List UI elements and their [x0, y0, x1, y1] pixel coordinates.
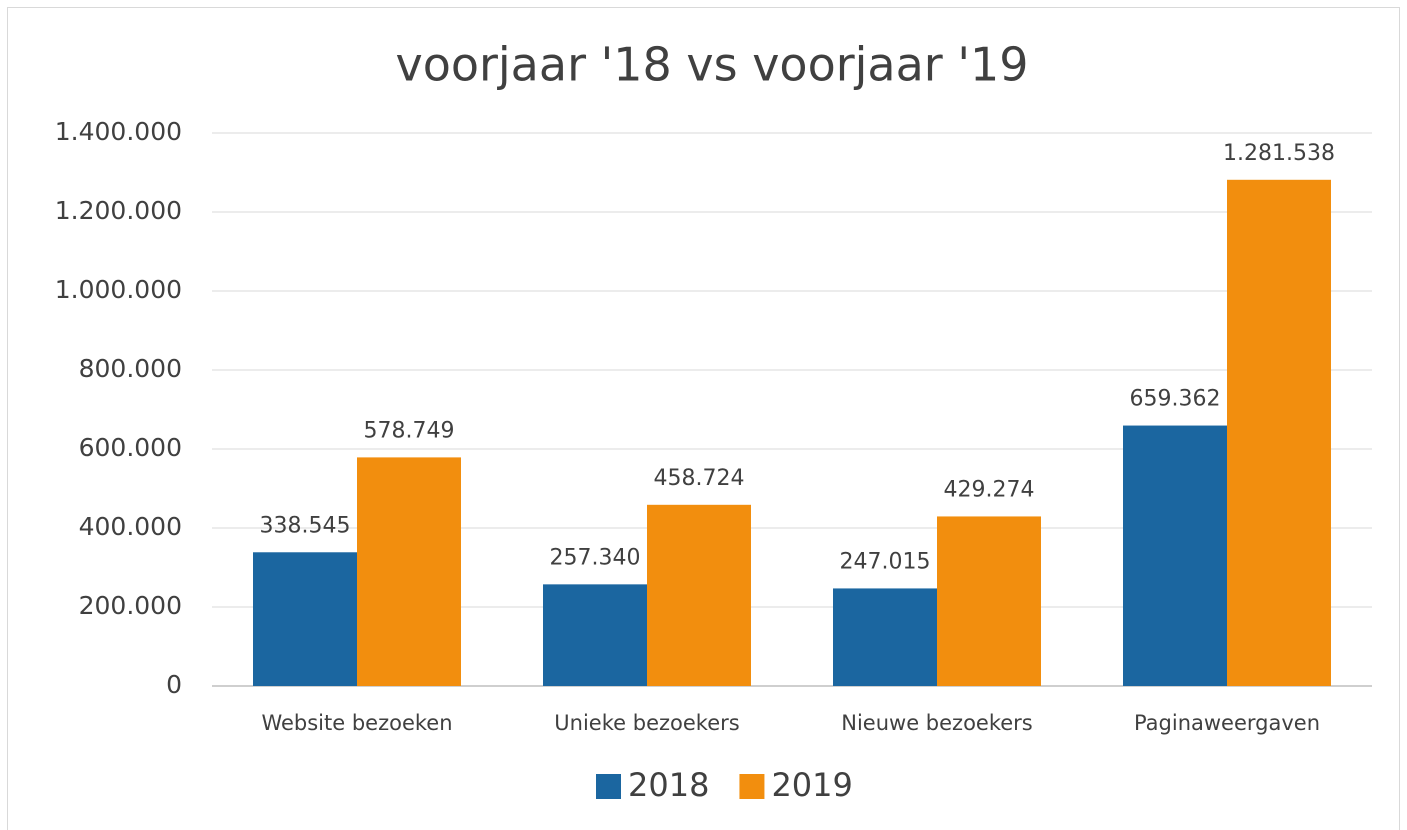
data-label: 1.281.538 [1223, 141, 1335, 166]
data-label: 458.724 [654, 466, 745, 491]
legend-label: 2019 [771, 766, 852, 804]
bar [253, 552, 357, 686]
legend-swatch [739, 774, 765, 799]
x-tick-label: Unieke bezoekers [554, 711, 739, 735]
legend-label: 2018 [628, 766, 709, 804]
bar [1227, 179, 1331, 687]
legend-swatch [596, 774, 621, 799]
data-label: 247.015 [840, 549, 931, 574]
bar [357, 457, 461, 686]
data-label: 429.274 [944, 477, 1035, 502]
y-tick-label: 1.400.000 [55, 117, 182, 146]
data-label: 338.545 [260, 513, 351, 538]
y-tick-label: 0 [166, 670, 182, 699]
bar [543, 584, 647, 686]
bar [1123, 425, 1227, 686]
y-tick-label: 600.000 [79, 433, 182, 462]
x-tick-label: Website bezoeken [261, 711, 452, 735]
bar [937, 516, 1041, 686]
y-tick-label: 800.000 [79, 354, 182, 383]
bar [647, 504, 751, 686]
y-tick-label: 400.000 [79, 512, 182, 541]
y-tick-label: 1.000.000 [55, 275, 182, 304]
bar [833, 588, 937, 686]
x-tick-label: Nieuwe bezoekers [841, 711, 1033, 735]
data-label: 578.749 [364, 418, 455, 443]
data-label: 659.362 [1130, 387, 1221, 412]
y-tick-label: 1.200.000 [55, 196, 182, 225]
chart-border [7, 7, 1400, 830]
chart-title: voorjaar '18 vs voorjaar '19 [395, 38, 1028, 92]
x-tick-label: Paginaweergaven [1134, 711, 1320, 735]
data-label: 257.340 [550, 545, 641, 570]
y-tick-label: 200.000 [79, 591, 182, 620]
